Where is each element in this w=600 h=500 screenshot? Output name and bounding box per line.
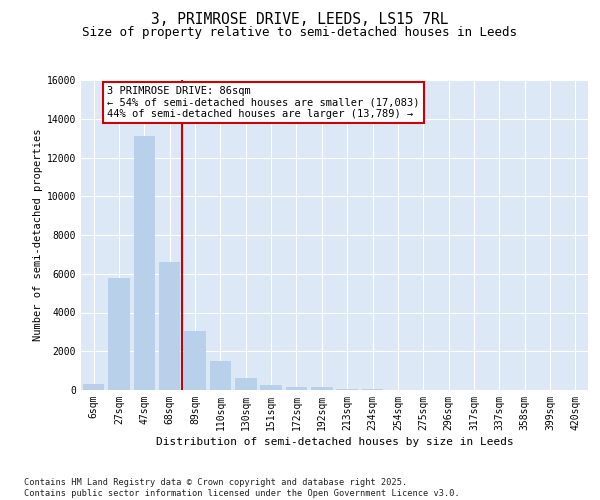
Bar — [108, 278, 130, 390]
Text: 3 PRIMROSE DRIVE: 86sqm
← 54% of semi-detached houses are smaller (17,083)
44% o: 3 PRIMROSE DRIVE: 86sqm ← 54% of semi-de… — [107, 86, 419, 119]
Bar — [362, 389, 383, 390]
Bar — [337, 388, 358, 390]
Text: Contains HM Land Registry data © Crown copyright and database right 2025.
Contai: Contains HM Land Registry data © Crown c… — [24, 478, 460, 498]
Text: 3, PRIMROSE DRIVE, LEEDS, LS15 7RL: 3, PRIMROSE DRIVE, LEEDS, LS15 7RL — [151, 12, 449, 28]
Bar — [134, 136, 155, 390]
Bar — [184, 331, 206, 390]
Text: Size of property relative to semi-detached houses in Leeds: Size of property relative to semi-detach… — [83, 26, 517, 39]
Bar — [209, 362, 231, 390]
Bar — [159, 262, 181, 390]
Y-axis label: Number of semi-detached properties: Number of semi-detached properties — [32, 128, 43, 341]
Bar — [311, 388, 332, 390]
Bar — [235, 378, 257, 390]
Bar — [260, 384, 282, 390]
X-axis label: Distribution of semi-detached houses by size in Leeds: Distribution of semi-detached houses by … — [155, 437, 514, 447]
Bar — [83, 384, 104, 390]
Bar — [286, 386, 307, 390]
